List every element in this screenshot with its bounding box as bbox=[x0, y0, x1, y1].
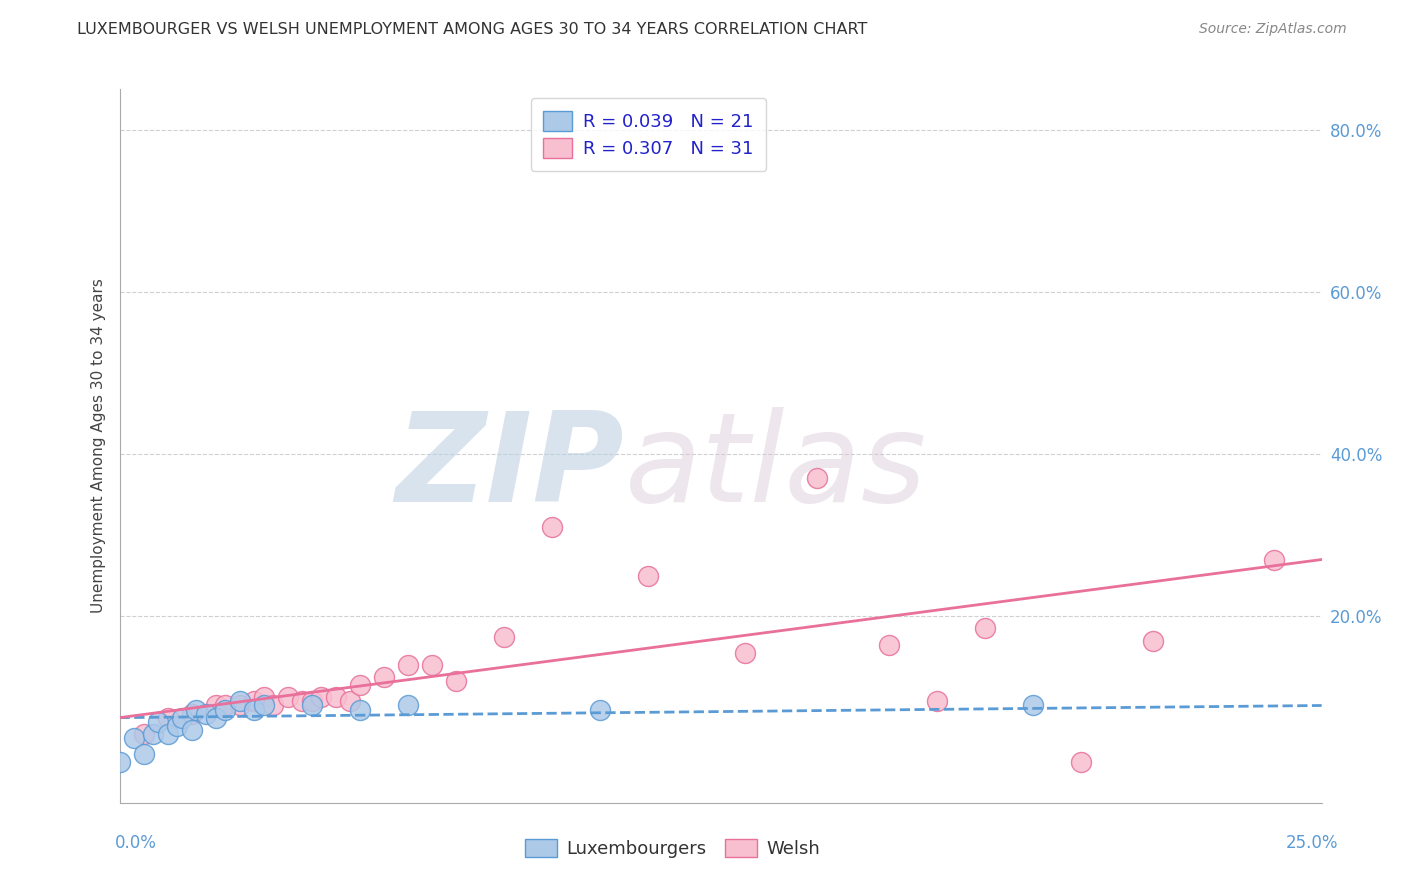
Point bbox=[373, 670, 395, 684]
Point bbox=[166, 719, 188, 733]
Point bbox=[339, 694, 361, 708]
Point bbox=[734, 646, 756, 660]
Point bbox=[420, 657, 443, 672]
Point bbox=[243, 694, 266, 708]
Point bbox=[1142, 633, 1164, 648]
Point bbox=[589, 702, 612, 716]
Point bbox=[1022, 698, 1045, 713]
Point bbox=[877, 638, 900, 652]
Point bbox=[228, 698, 252, 713]
Point bbox=[494, 630, 516, 644]
Point bbox=[243, 702, 266, 716]
Point bbox=[204, 698, 226, 713]
Point bbox=[122, 731, 145, 745]
Point bbox=[396, 698, 419, 713]
Text: 0.0%: 0.0% bbox=[115, 834, 157, 852]
Point bbox=[291, 694, 314, 708]
Text: Source: ZipAtlas.com: Source: ZipAtlas.com bbox=[1199, 22, 1347, 37]
Point bbox=[186, 702, 208, 716]
Point bbox=[142, 727, 165, 741]
Point bbox=[146, 714, 169, 729]
Point bbox=[170, 711, 193, 725]
Point bbox=[444, 674, 467, 689]
Point bbox=[974, 622, 997, 636]
Point bbox=[806, 471, 828, 485]
Legend: Luxembourgers, Welsh: Luxembourgers, Welsh bbox=[517, 831, 827, 865]
Point bbox=[277, 690, 299, 705]
Point bbox=[301, 694, 323, 708]
Point bbox=[541, 520, 564, 534]
Point bbox=[180, 706, 202, 721]
Text: atlas: atlas bbox=[624, 407, 927, 528]
Text: LUXEMBOURGER VS WELSH UNEMPLOYMENT AMONG AGES 30 TO 34 YEARS CORRELATION CHART: LUXEMBOURGER VS WELSH UNEMPLOYMENT AMONG… bbox=[77, 22, 868, 37]
Point bbox=[1070, 756, 1092, 770]
Point bbox=[214, 698, 236, 713]
Point bbox=[214, 702, 236, 716]
Point bbox=[195, 706, 218, 721]
Y-axis label: Unemployment Among Ages 30 to 34 years: Unemployment Among Ages 30 to 34 years bbox=[90, 278, 105, 614]
Point bbox=[108, 756, 131, 770]
Point bbox=[156, 727, 179, 741]
Point bbox=[311, 690, 333, 705]
Point bbox=[396, 657, 419, 672]
Point bbox=[349, 678, 371, 692]
Point bbox=[325, 690, 347, 705]
Point bbox=[262, 698, 284, 713]
Point bbox=[637, 568, 659, 582]
Point bbox=[925, 694, 948, 708]
Point bbox=[228, 694, 252, 708]
Point bbox=[253, 698, 276, 713]
Point bbox=[253, 690, 276, 705]
Point bbox=[132, 727, 155, 741]
Text: 25.0%: 25.0% bbox=[1286, 834, 1339, 852]
Text: ZIP: ZIP bbox=[395, 407, 624, 528]
Point bbox=[301, 698, 323, 713]
Point bbox=[180, 723, 202, 737]
Point bbox=[204, 711, 226, 725]
Point bbox=[132, 747, 155, 761]
Point bbox=[1263, 552, 1285, 566]
Point bbox=[349, 702, 371, 716]
Point bbox=[156, 711, 179, 725]
